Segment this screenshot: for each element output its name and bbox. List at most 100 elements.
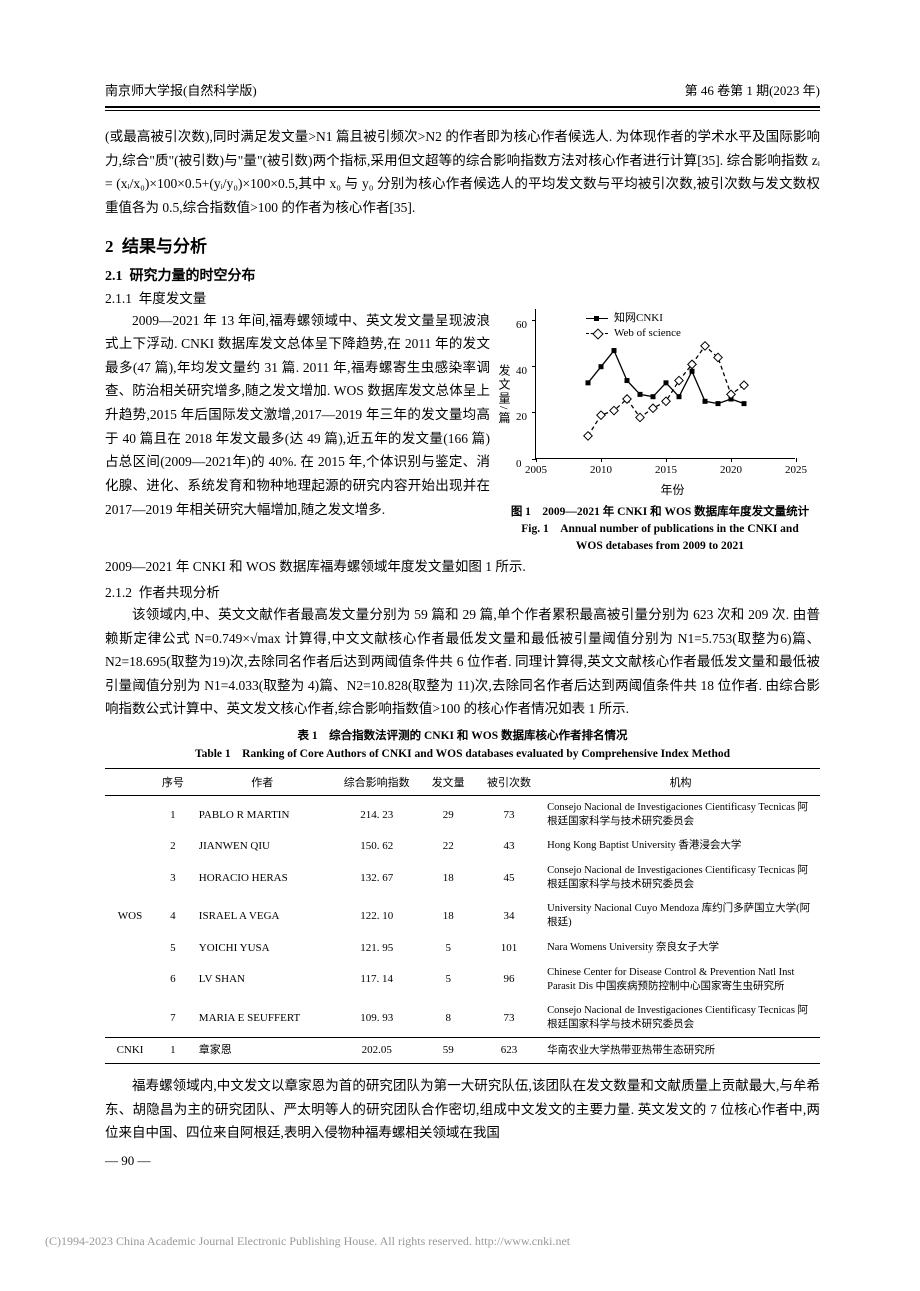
- paragraph-2b: 2009—2021 年 CNKI 和 WOS 数据库福寿螺领域年度发文量如图 1…: [105, 555, 820, 579]
- table-1: 序号作者综合影响指数发文量被引次数机构 WOS1PABLO R MARTIN21…: [105, 768, 820, 1064]
- chart-xlabel: 年份: [535, 481, 810, 498]
- header-rule-thin: [105, 110, 820, 111]
- table-row: 4ISRAEL A VEGA122. 101834University Naci…: [105, 897, 820, 935]
- table-col-header: [105, 768, 155, 795]
- cell-author: YOICHI YUSA: [191, 936, 334, 961]
- table-col-header: 发文量: [420, 768, 477, 795]
- ytick-label: 0: [516, 458, 522, 470]
- cell-inst: University Nacional Cuyo Mendoza 库约门多萨国立…: [541, 897, 820, 935]
- section-2-1-2-title: 作者共现分析: [139, 585, 220, 600]
- table-col-header: 综合影响指数: [334, 768, 420, 795]
- cell-n: 1: [155, 795, 191, 834]
- table-row: 5YOICHI YUSA121. 955101Nara Womens Unive…: [105, 936, 820, 961]
- table-col-header: 作者: [191, 768, 334, 795]
- cell-author: MARIA E SEUFFERT: [191, 999, 334, 1038]
- table-col-header: 序号: [155, 768, 191, 795]
- cell-idx: 202.05: [334, 1038, 420, 1064]
- cell-pub: 8: [420, 999, 477, 1038]
- section-2-1-2-num: 2.1.2: [105, 585, 132, 600]
- db-label-wos: WOS: [105, 795, 155, 1037]
- cell-author: PABLO R MARTIN: [191, 795, 334, 834]
- paragraph-4: 福寿螺领域内,中文发文以章家恩为首的研究团队为第一大研究队伍,该团队在发文数量和…: [105, 1074, 820, 1145]
- ytick-label: 20: [516, 411, 527, 423]
- ytick-mark: [532, 412, 536, 413]
- cell-pub: 5: [420, 961, 477, 999]
- cell-pub: 22: [420, 834, 477, 859]
- section-2-1-1-title: 年度发文量: [139, 291, 207, 306]
- xtick-label: 2025: [785, 464, 807, 476]
- cell-n: 3: [155, 859, 191, 897]
- table-row: 3HORACIO HERAS132. 671845Consejo Naciona…: [105, 859, 820, 897]
- chart-plot-area: 知网CNKI Web of science 020406020052010201…: [535, 309, 795, 459]
- ytick-mark: [532, 320, 536, 321]
- copyright-footer: (C)1994-2023 China Academic Journal Elec…: [45, 1234, 570, 1249]
- issue-info: 第 46 卷第 1 期(2023 年): [685, 80, 820, 99]
- cell-cit: 623: [477, 1038, 541, 1064]
- section-2-1-1-heading: 2.1.1 年度发文量: [105, 287, 820, 307]
- cell-cit: 73: [477, 795, 541, 834]
- running-header: 南京师大学报(自然科学版) 第 46 卷第 1 期(2023 年): [105, 80, 820, 103]
- xtick-mark: [536, 458, 537, 462]
- cell-idx: 132. 67: [334, 859, 420, 897]
- paragraph-2: 2009—2021 年 13 年间,福寿螺领域中、英文发文量呈现波浪式上下浮动.…: [105, 309, 490, 522]
- cell-inst: Chinese Center for Disease Control & Pre…: [541, 961, 820, 999]
- xtick-mark: [601, 458, 602, 462]
- cell-n: 2: [155, 834, 191, 859]
- figure-1-caption: 图 1 2009—2021 年 CNKI 和 WOS 数据库年度发文量统计 Fi…: [500, 504, 820, 556]
- cell-cit: 34: [477, 897, 541, 935]
- xtick-label: 2020: [720, 464, 742, 476]
- cell-inst: Consejo Nacional de Investigaciones Cien…: [541, 999, 820, 1038]
- section-2-1-title: 研究力量的时空分布: [130, 269, 256, 284]
- cell-author: JIANWEN QIU: [191, 834, 334, 859]
- cell-pub: 18: [420, 897, 477, 935]
- cell-author: LV SHAN: [191, 961, 334, 999]
- table-row: 7MARIA E SEUFFERT109. 93873Consejo Nacio…: [105, 999, 820, 1038]
- table-header-row: 序号作者综合影响指数发文量被引次数机构: [105, 768, 820, 795]
- table-1-caption-en: Table 1 Ranking of Core Authors of CNKI …: [105, 745, 820, 763]
- cell-idx: 150. 62: [334, 834, 420, 859]
- ytick-mark: [532, 366, 536, 367]
- cell-idx: 121. 95: [334, 936, 420, 961]
- cell-idx: 122. 10: [334, 897, 420, 935]
- cell-n: 7: [155, 999, 191, 1038]
- cell-inst: Nara Womens University 奈良女子大学: [541, 936, 820, 961]
- xtick-label: 2010: [590, 464, 612, 476]
- xtick-mark: [666, 458, 667, 462]
- chart-svg: [536, 309, 796, 459]
- table-row: CNKI1章家恩202.0559623华南农业大学热带亚热带生态研究所: [105, 1038, 820, 1064]
- cell-inst: Consejo Nacional de Investigaciones Cien…: [541, 795, 820, 834]
- cell-author: 章家恩: [191, 1038, 334, 1064]
- table-1-caption-cn: 表 1 综合指数法评测的 CNKI 和 WOS 数据库核心作者排名情况: [105, 727, 820, 745]
- table-row: WOS1PABLO R MARTIN214. 232973Consejo Nac…: [105, 795, 820, 834]
- cell-n: 4: [155, 897, 191, 935]
- table-row: 6LV SHAN117. 14596Chinese Center for Dis…: [105, 961, 820, 999]
- section-2-title: 结果与分析: [122, 237, 207, 256]
- xtick-label: 2015: [655, 464, 677, 476]
- header-rule-thick: [105, 106, 820, 108]
- cell-n: 6: [155, 961, 191, 999]
- cell-idx: 117. 14: [334, 961, 420, 999]
- ytick-label: 60: [516, 319, 527, 331]
- cell-cit: 43: [477, 834, 541, 859]
- cell-idx: 109. 93: [334, 999, 420, 1038]
- cell-pub: 59: [420, 1038, 477, 1064]
- cell-author: ISRAEL A VEGA: [191, 897, 334, 935]
- cell-inst: Hong Kong Baptist University 香港浸会大学: [541, 834, 820, 859]
- cell-cit: 96: [477, 961, 541, 999]
- ytick-label: 40: [516, 365, 527, 377]
- paragraph-3: 该领域内,中、英文文献作者最高发文量分别为 59 篇和 29 篇,单个作者累积最…: [105, 603, 820, 721]
- cell-cit: 73: [477, 999, 541, 1038]
- section-2-num: 2: [105, 237, 114, 256]
- table-row: 2JIANWEN QIU150. 622243Hong Kong Baptist…: [105, 834, 820, 859]
- figure-1-chart: 发文量/篇 知网CNKI Web of science 020406020052: [500, 309, 810, 498]
- section-2-1-1-num: 2.1.1: [105, 291, 132, 306]
- cell-n: 5: [155, 936, 191, 961]
- xtick-label: 2005: [525, 464, 547, 476]
- paragraph-1: (或最高被引次数),同时满足发文量>N1 篇且被引频次>N2 的作者即为核心作者…: [105, 125, 820, 220]
- figure-1-caption-en2: WOS detabases from 2009 to 2021: [500, 538, 820, 555]
- journal-name: 南京师大学报(自然科学版): [105, 80, 257, 99]
- table-col-header: 机构: [541, 768, 820, 795]
- db-label-cnki: CNKI: [105, 1038, 155, 1064]
- table-body: WOS1PABLO R MARTIN214. 232973Consejo Nac…: [105, 795, 820, 1063]
- cell-pub: 5: [420, 936, 477, 961]
